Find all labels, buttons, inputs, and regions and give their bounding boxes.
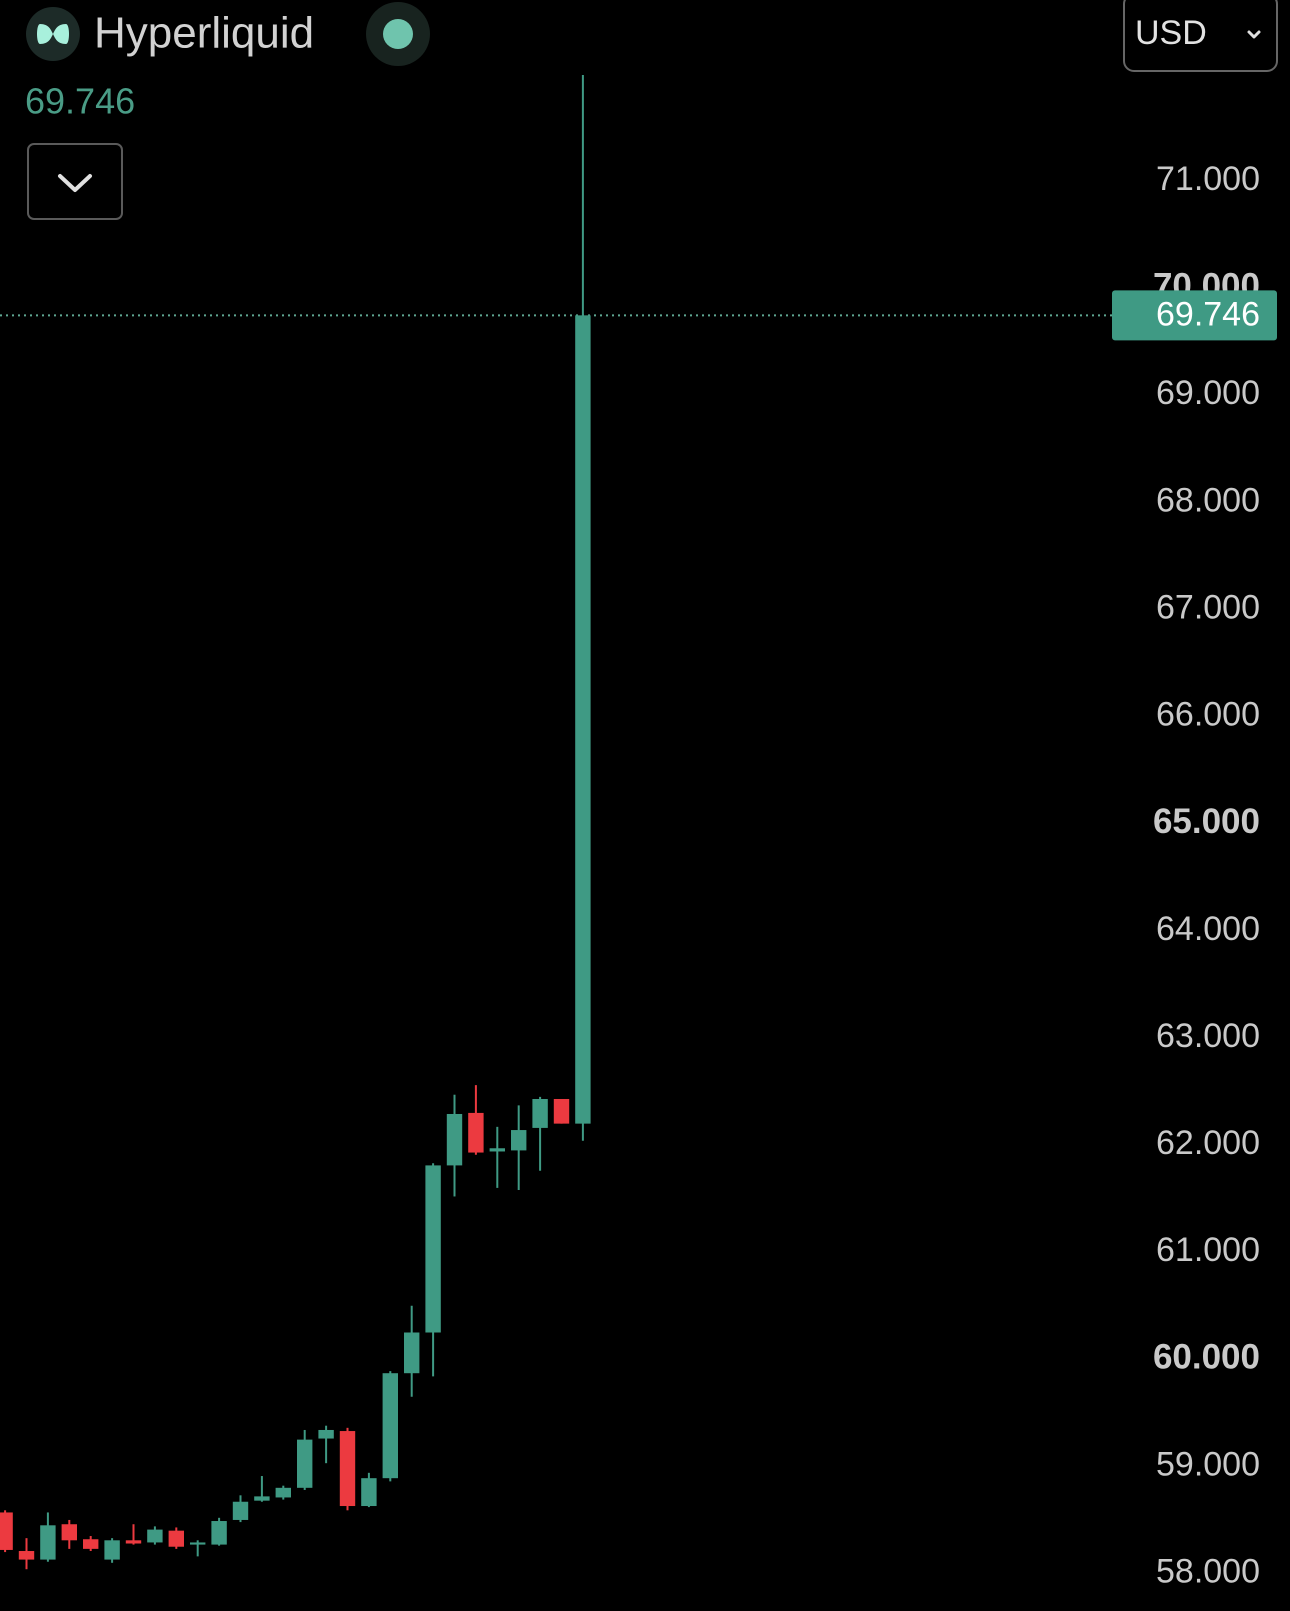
y-tick-label: 69.000: [1156, 374, 1260, 412]
last-price-badge: [1112, 290, 1277, 341]
y-tick-label: 63.000: [1156, 1017, 1260, 1055]
y-tick-label: 71.000: [1156, 160, 1260, 198]
candle-body: [40, 1525, 56, 1560]
candle-body: [0, 1512, 13, 1550]
candle-body: [468, 1112, 484, 1153]
y-tick-label: 61.000: [1156, 1231, 1260, 1269]
candle-body: [61, 1524, 77, 1541]
y-tick-label: 66.000: [1156, 696, 1260, 734]
candle-body: [575, 315, 591, 1124]
candle-body: [297, 1439, 313, 1488]
candle-body: [83, 1539, 99, 1549]
y-tick-label: 60.000: [1153, 1338, 1260, 1377]
y-tick-label: 68.000: [1156, 481, 1260, 519]
asset-name: Hyperliquid: [94, 9, 314, 58]
y-tick-label: 64.000: [1156, 910, 1260, 948]
candle-body: [168, 1530, 184, 1547]
candle-body: [489, 1148, 505, 1152]
y-axis: 58.000 59.000 60.000 61.000 62.000 63.000 64.0…: [1153, 160, 1290, 1590]
candle-body: [339, 1431, 356, 1507]
candle-body: [532, 1098, 548, 1128]
last-price-label: 69.746: [1156, 295, 1260, 333]
candle-body: [275, 1487, 291, 1498]
candle-body: [382, 1373, 398, 1479]
candle-body: [104, 1540, 120, 1560]
candle-body: [18, 1551, 35, 1560]
logo: [26, 7, 80, 61]
currency-select[interactable]: USD: [1123, 0, 1278, 72]
candle-body: [361, 1478, 377, 1507]
candle-body: [254, 1496, 270, 1501]
candle-body: [232, 1501, 249, 1520]
candle-body: [147, 1529, 163, 1543]
candle-body: [190, 1542, 206, 1545]
candle-body: [125, 1540, 142, 1544]
y-tick-label: 59.000: [1156, 1445, 1260, 1483]
candle-body: [425, 1165, 441, 1333]
expand-button[interactable]: [27, 143, 123, 220]
price-line-group: 69.746: [0, 290, 1277, 341]
header-price: 69.746: [25, 81, 135, 122]
y-tick-label: 58.000: [1156, 1552, 1260, 1590]
candle-body: [511, 1130, 527, 1151]
candle-body: [553, 1098, 570, 1124]
candle-body: [404, 1332, 420, 1374]
y-tick-label: 65.000: [1153, 802, 1260, 841]
candle-body: [211, 1521, 227, 1545]
candles: [0, 74, 591, 1570]
candle-body: [318, 1429, 334, 1439]
candle-body: [446, 1113, 463, 1166]
y-tick-label: 62.000: [1156, 1124, 1260, 1162]
y-tick-label: 67.000: [1156, 588, 1260, 626]
currency-label: USD: [1135, 14, 1207, 52]
status-icon: [366, 2, 430, 66]
